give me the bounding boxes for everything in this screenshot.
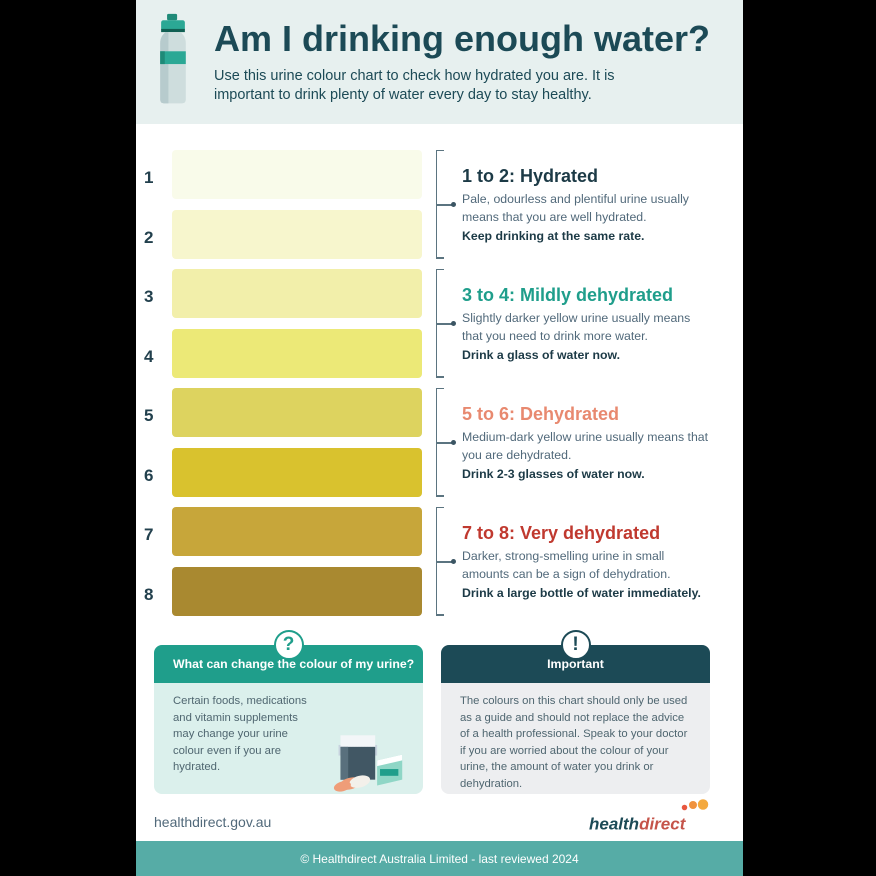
svg-text:healthdirect: healthdirect [589, 815, 687, 834]
